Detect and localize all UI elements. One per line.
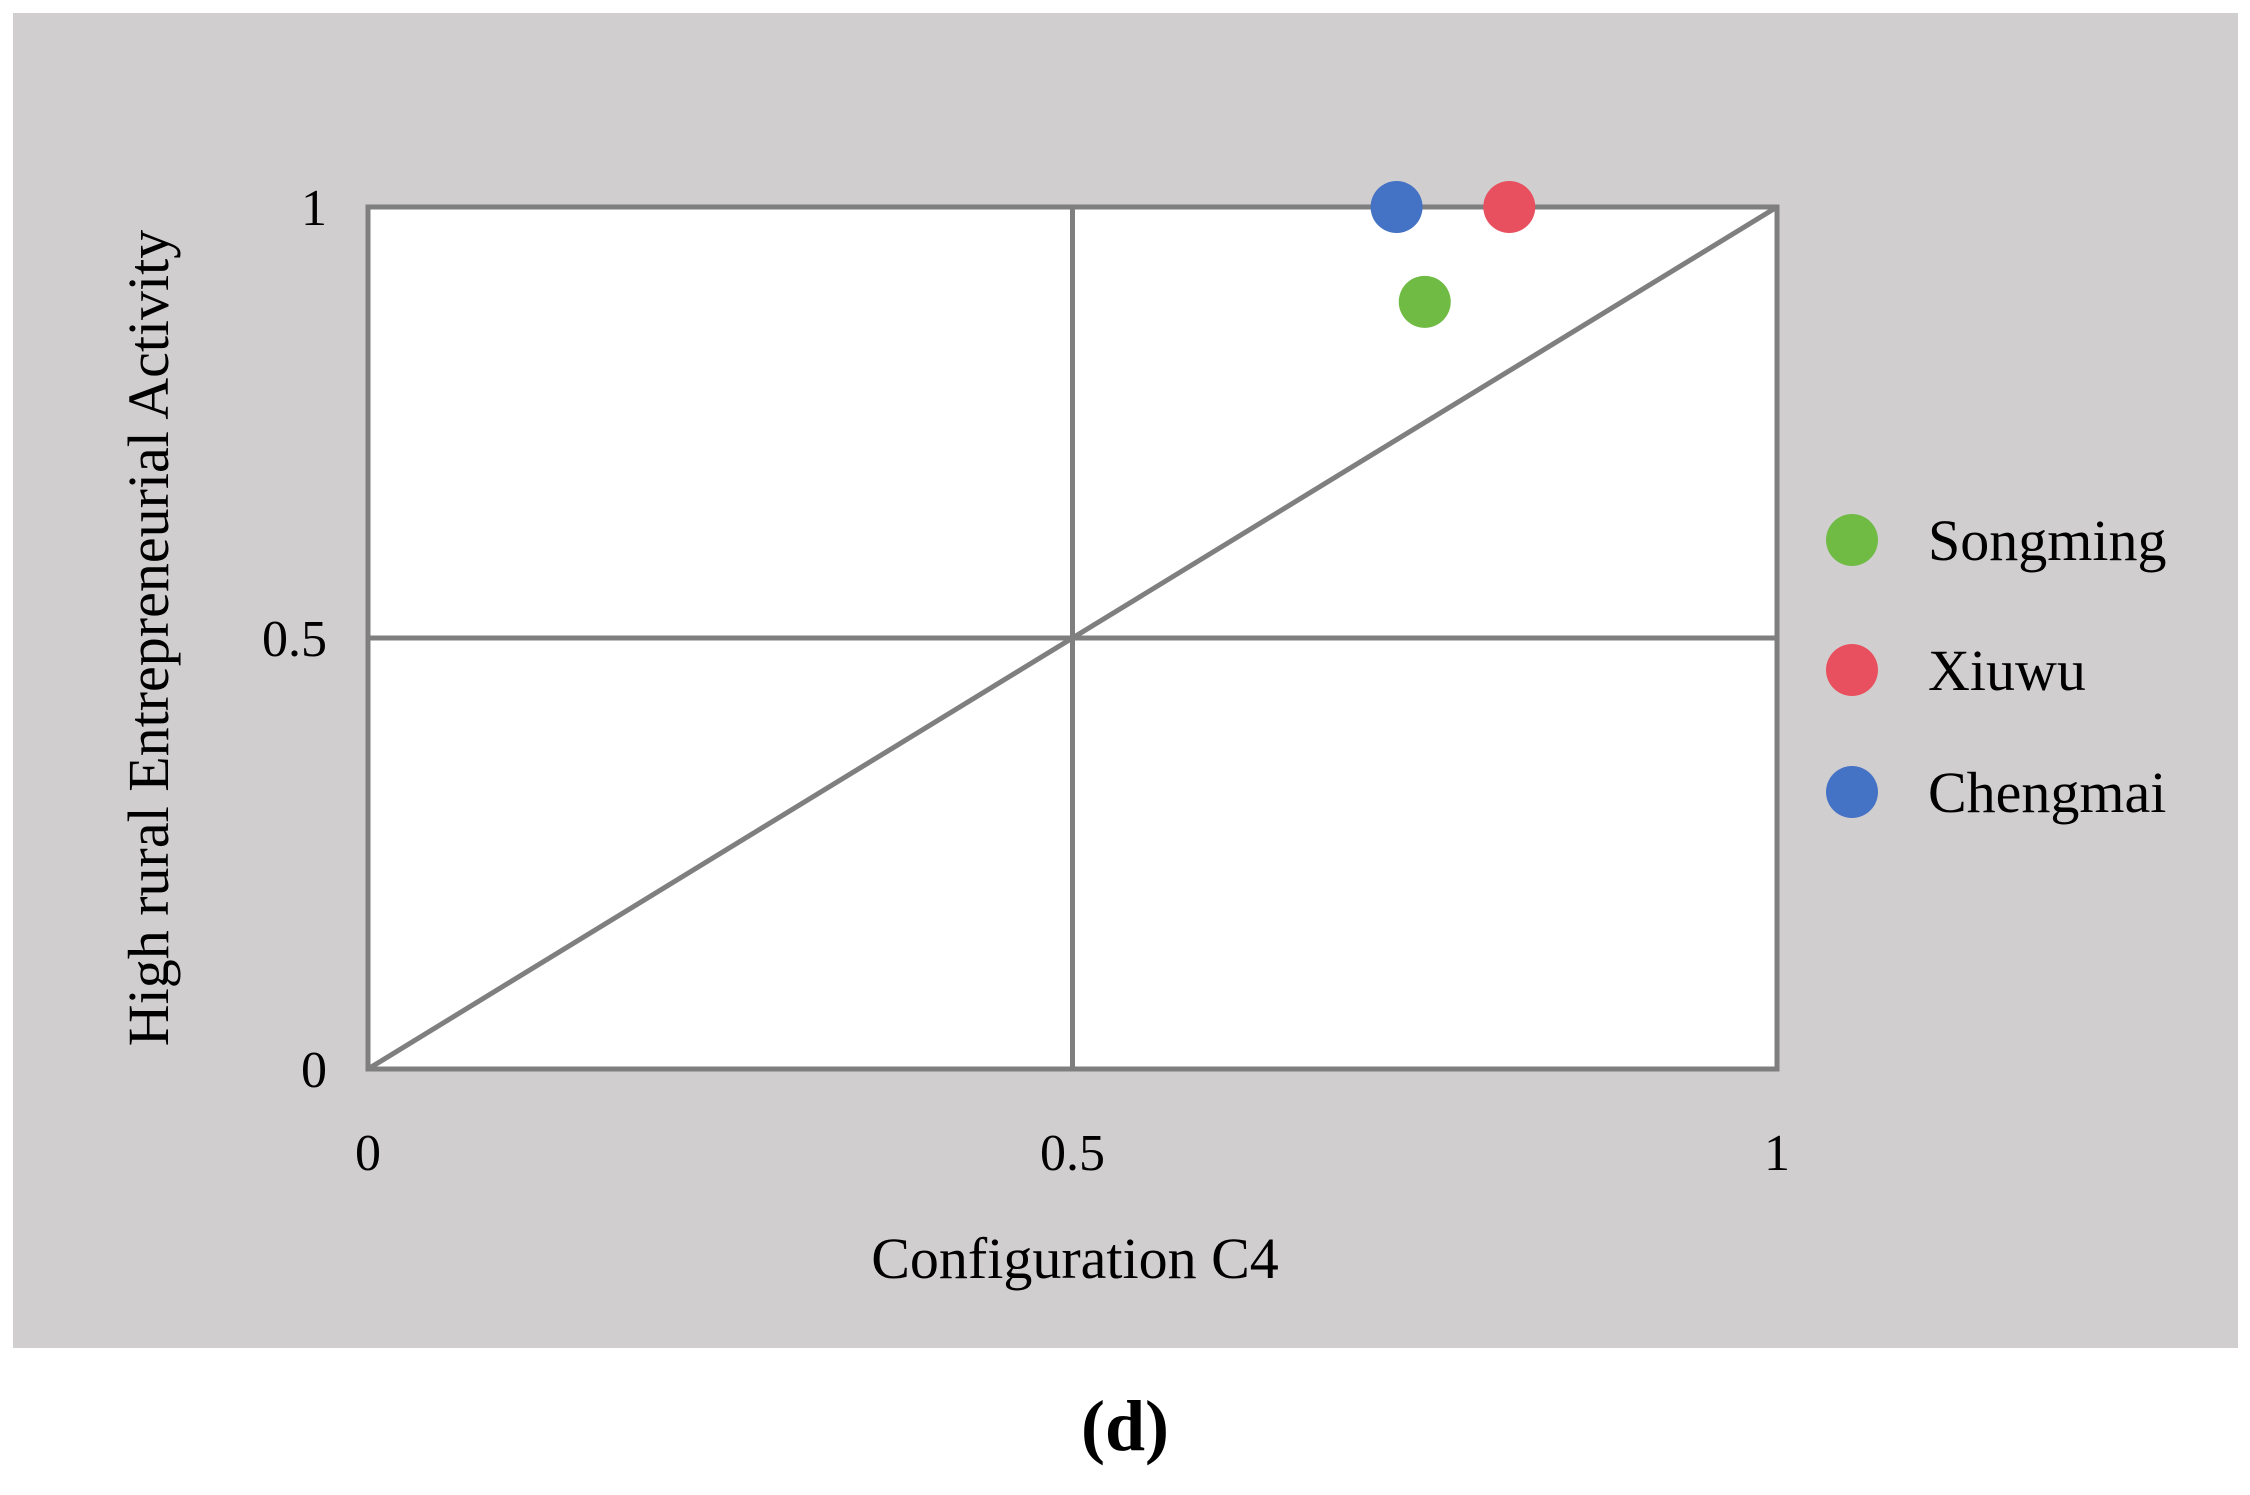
x-tick-label: 0.5: [1040, 1125, 1105, 1182]
panel-label: (d): [1081, 1386, 1169, 1466]
diagonal-reference-line: [366, 204, 1779, 1072]
x-tick-label: 1: [1764, 1125, 1790, 1182]
legend: Songming Xiuwu Chengmai: [1826, 508, 2167, 825]
grid-layer: [365, 204, 1780, 1072]
legend-label-chengmai: Chengmai: [1928, 760, 2166, 825]
x-tick-labels: 0 0.5 1: [355, 1125, 1790, 1182]
legend-label-xiuwu: Xiuwu: [1928, 638, 2086, 703]
y-tick-labels: 00.51: [262, 180, 327, 1099]
y-tick-label: 1: [301, 180, 327, 237]
x-tick-label: 0: [355, 1125, 381, 1182]
x-axis-title: Configuration C4: [871, 1226, 1279, 1291]
y-tick-label: 0: [301, 1042, 327, 1099]
data-points: [1370, 181, 1536, 328]
data-point-songming: [1398, 275, 1451, 328]
data-point-xiuwu: [1483, 181, 1536, 233]
y-tick-label: 0.5: [262, 611, 327, 668]
legend-marker-chengmai: [1826, 766, 1878, 818]
data-point-chengmai: [1370, 181, 1423, 233]
y-axis-title: High rural Entrepreneurial Activity: [116, 230, 181, 1047]
legend-marker-songming: [1826, 514, 1878, 566]
legend-label-songming: Songming: [1928, 508, 2167, 573]
legend-marker-xiuwu: [1826, 644, 1878, 696]
